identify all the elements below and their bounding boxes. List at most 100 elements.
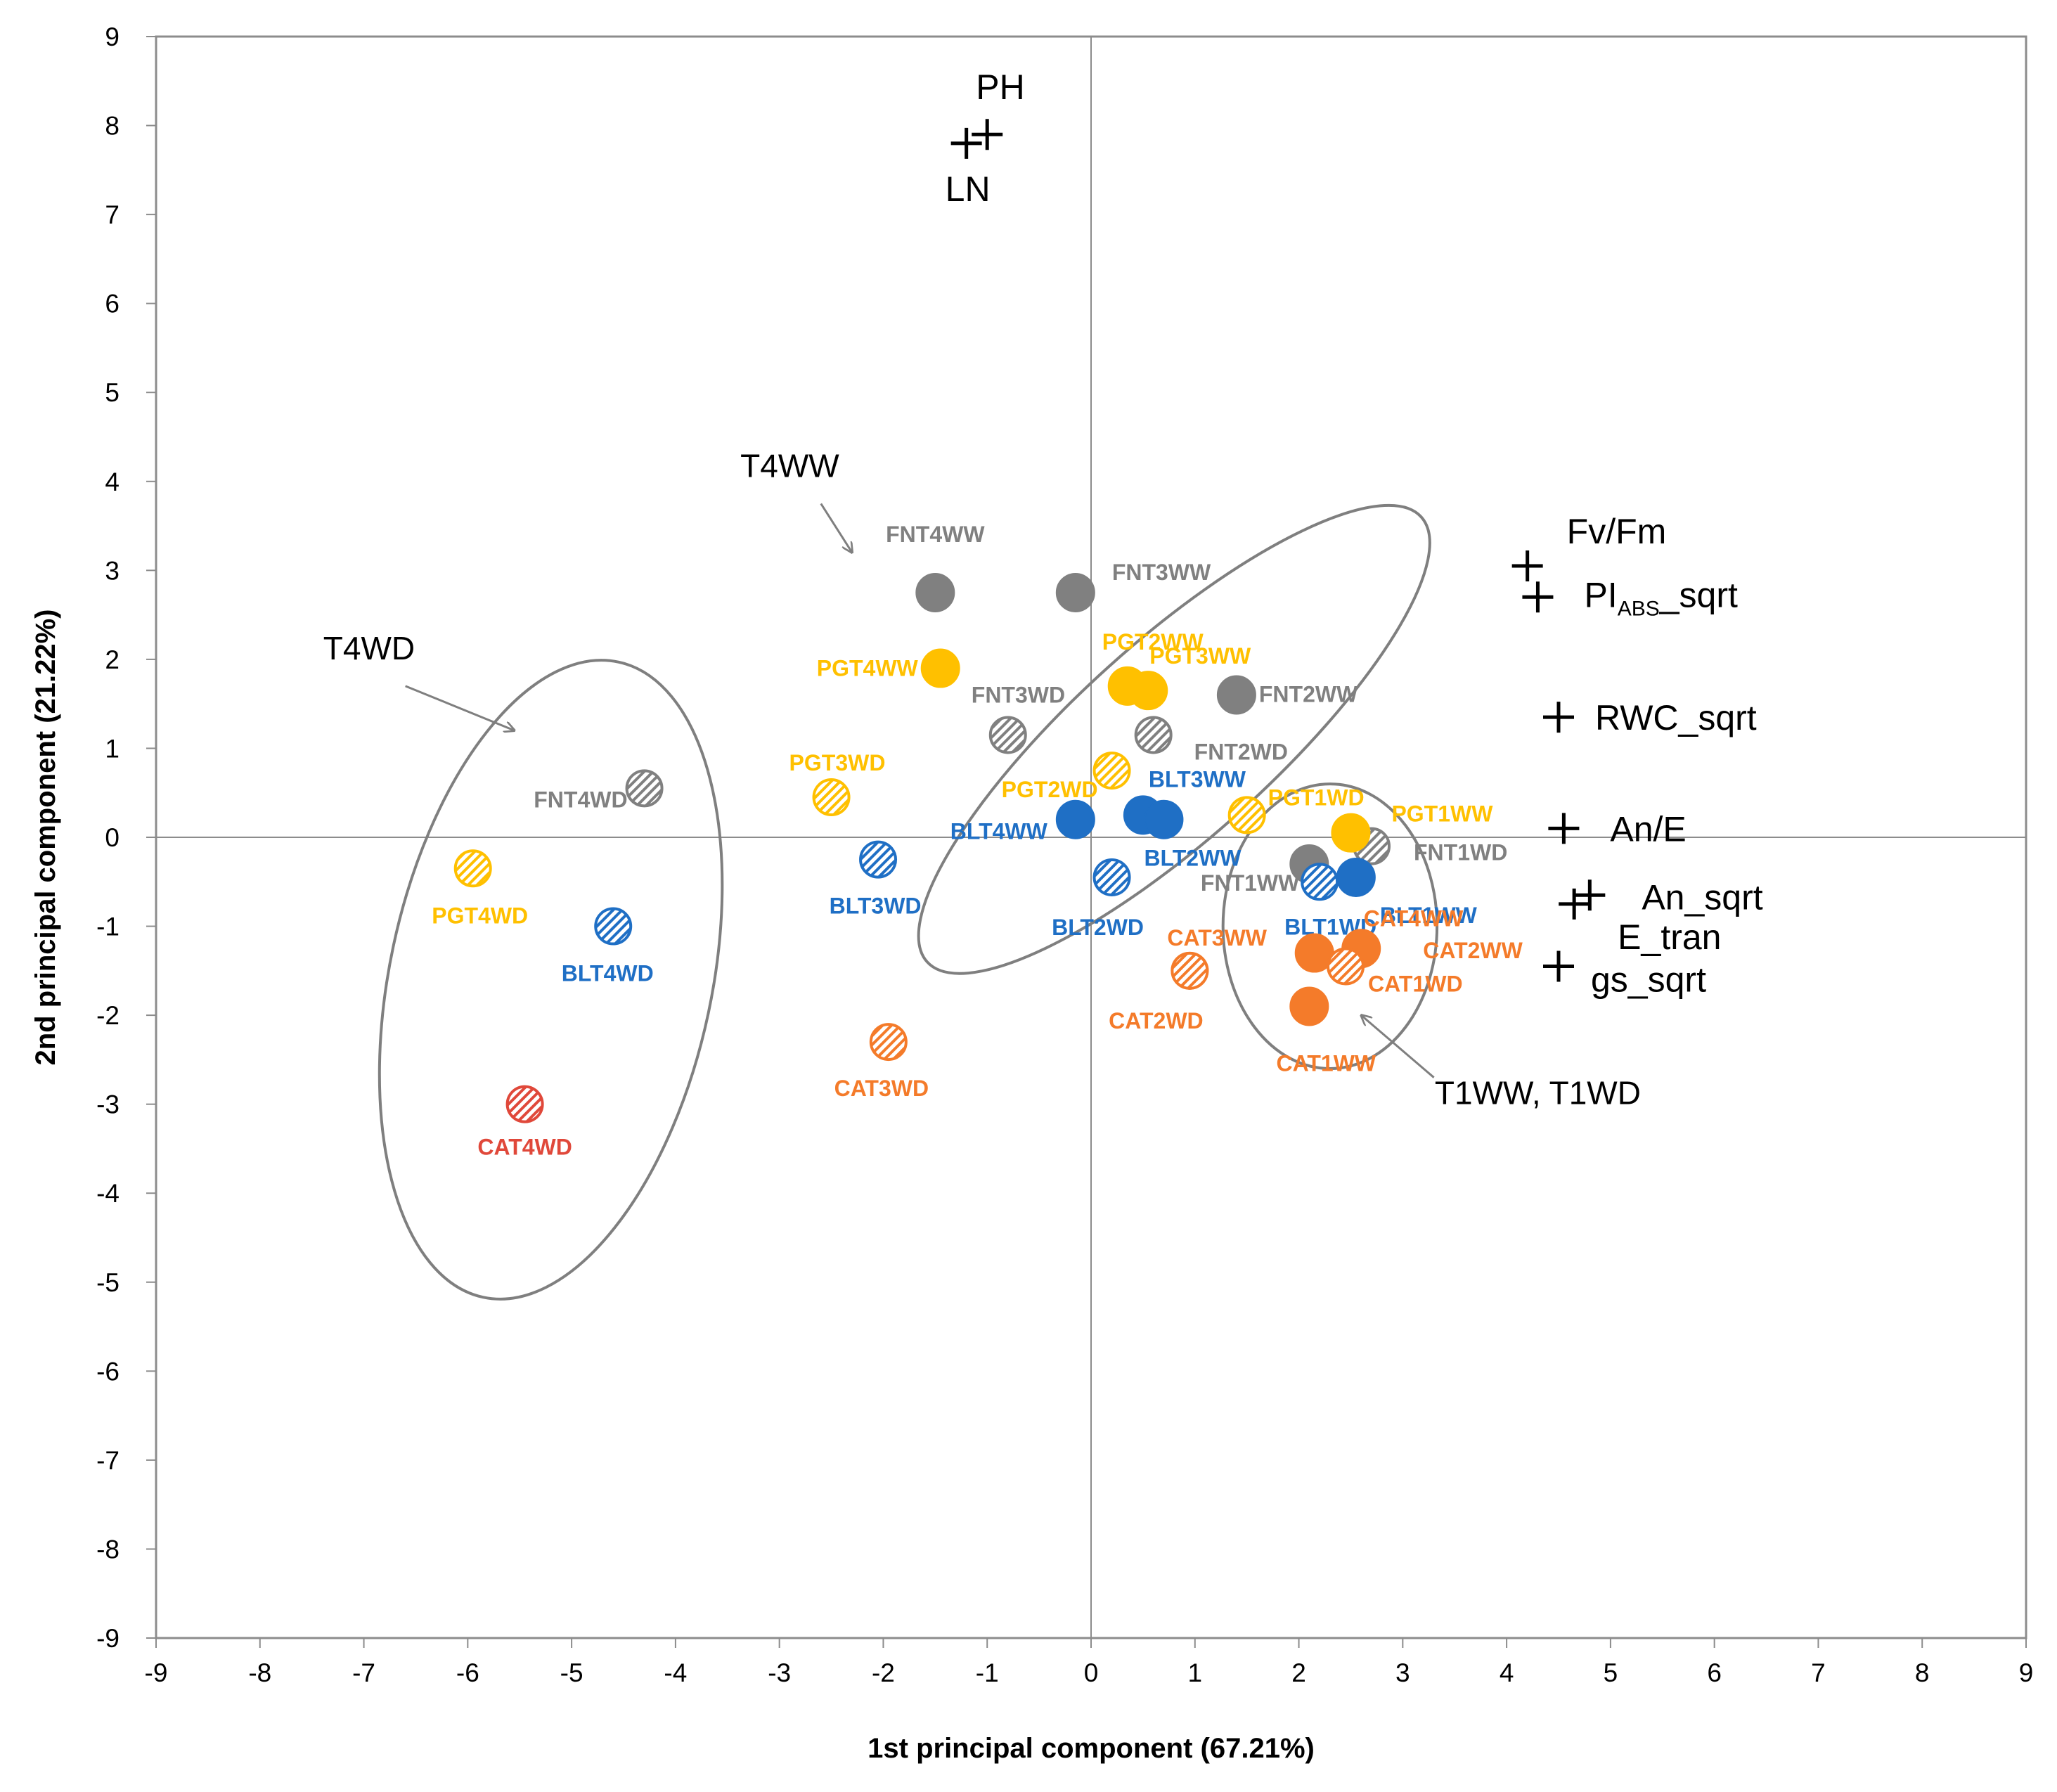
variable-label: LN — [946, 169, 991, 209]
y-tick-label: 1 — [105, 734, 120, 763]
point-label-cat1ww: CAT1WW — [1277, 1050, 1376, 1076]
point-blt3wd — [859, 840, 898, 879]
point-cat3wd — [869, 1023, 908, 1062]
y-tick-label: 9 — [105, 22, 120, 51]
variable-label-tail: _sqrt — [1659, 575, 1738, 614]
x-tick-label: 2 — [1291, 1658, 1306, 1687]
point-label-cat2ww: CAT2WW — [1423, 938, 1523, 963]
x-axis-title: 1st principal component (67.21%) — [868, 1733, 1315, 1764]
point-label-fnt1ww: FNT1WW — [1201, 870, 1300, 896]
point-pgt4ww — [920, 648, 960, 688]
variable-label: E_tran — [1618, 917, 1721, 957]
point-label-pgt3ww: PGT3WW — [1149, 643, 1251, 669]
point-label-cat4wd: CAT4WD — [477, 1135, 572, 1160]
y-axis-ticks: 9 8 7 6 5 4 3 2 1 0 -1 -2 -3 -4 -5 -6 -7 -8 -9 — [96, 22, 156, 1653]
variable-label: gs_sqrt — [1591, 960, 1706, 1000]
variable-label-subscript: ABS — [1618, 597, 1660, 620]
y-tick-label: 5 — [105, 378, 120, 407]
zero-lines — [156, 37, 2026, 1638]
y-tick-label: 3 — [105, 556, 120, 585]
point-label-cat3ww: CAT3WW — [1167, 925, 1267, 950]
point-label-pgt3wd: PGT3WD — [789, 750, 886, 775]
x-tick-label: 9 — [2019, 1658, 2034, 1687]
point-blt4ww — [1055, 799, 1095, 839]
group-label: T4WD — [323, 630, 415, 666]
x-tick-label: -6 — [456, 1658, 479, 1687]
y-tick-label: 8 — [105, 112, 120, 141]
point-label-fnt2ww: FNT2WW — [1259, 682, 1358, 707]
group-arrow — [820, 503, 852, 553]
point-label-blt2ww: BLT2WW — [1144, 846, 1242, 871]
x-tick-label: 0 — [1084, 1658, 1099, 1687]
group-arrow — [405, 685, 515, 730]
point-label-pgt1ww: PGT1WW — [1391, 801, 1493, 827]
point-blt2wd — [1092, 858, 1131, 896]
group-ellipse — [378, 659, 724, 1301]
point-label-cat2wd: CAT2WD — [1109, 1008, 1204, 1033]
x-axis-ticks: -9 -8 -7 -6 -5 -4 -3 -2 -1 0 1 2 3 4 5 6 7 8 9 — [145, 1638, 2034, 1687]
point-fnt2wd — [1134, 716, 1173, 754]
group-arrow — [1361, 1015, 1435, 1078]
x-tick-label: -2 — [872, 1658, 895, 1687]
y-tick-label: -5 — [96, 1268, 120, 1297]
point-label-pgt4wd: PGT4WD — [432, 903, 528, 928]
group-label: T1WW, T1WD — [1435, 1075, 1641, 1111]
point-label-blt4ww: BLT4WW — [950, 819, 1048, 844]
y-tick-label: 0 — [105, 823, 120, 852]
point-pgt2wd — [1092, 752, 1131, 790]
point-label-pgt1wd: PGT1WD — [1268, 785, 1365, 810]
y-tick-label: 6 — [105, 290, 120, 318]
point-fnt3ww — [1055, 572, 1095, 612]
point-label-fnt3wd: FNT3WD — [972, 682, 1065, 707]
y-tick-label: -4 — [96, 1179, 120, 1208]
variable-label-main: PI — [1584, 575, 1617, 614]
group-ellipse — [1221, 782, 1439, 1071]
x-tick-label: -5 — [560, 1658, 583, 1687]
variable-label: An/E — [1610, 809, 1686, 849]
x-tick-label: 4 — [1500, 1658, 1514, 1687]
point-pgt3wd — [812, 778, 851, 817]
variable-markers: PH LN Fv/Fm PIABS_sqrt RWC_sqrt An/E An_sqrtE_… — [946, 67, 1763, 999]
x-tick-label: -7 — [352, 1658, 375, 1687]
y-tick-label: -9 — [96, 1624, 120, 1653]
y-tick-label: -8 — [96, 1535, 120, 1564]
variable-label: PH — [976, 67, 1024, 107]
x-tick-label: 3 — [1395, 1658, 1410, 1687]
point-pgt3ww — [1128, 671, 1168, 711]
point-label-fnt4wd: FNT4WD — [534, 787, 627, 812]
point-cat1ww — [1289, 986, 1329, 1026]
point-label-pgt2wd: PGT2WD — [1002, 777, 1098, 802]
point-label-fnt4ww: FNT4WW — [886, 522, 985, 547]
point-pgt4wd — [453, 849, 492, 888]
y-tick-label: -1 — [96, 913, 120, 941]
y-tick-label: -2 — [96, 1001, 120, 1030]
point-fnt2ww — [1216, 675, 1256, 715]
point-blt1ww — [1336, 857, 1376, 897]
x-tick-label: -1 — [976, 1658, 999, 1687]
observation-points: FNT4WW FNT3WW FNT2WW FNT1WW FNT3WD FNT2WD FNT1… — [432, 522, 1523, 1160]
point-label-cat3wd: CAT3WD — [834, 1076, 929, 1101]
x-tick-label: 1 — [1187, 1658, 1202, 1687]
group-labels: T4WW T4WD T1WW, T1WD — [323, 447, 1641, 1111]
x-tick-label: -4 — [664, 1658, 687, 1687]
x-tick-label: 5 — [1604, 1658, 1618, 1687]
point-blt2ww — [1144, 799, 1184, 839]
group-ellipses — [378, 503, 1439, 1301]
point-cat1wd — [1327, 947, 1365, 986]
variable-label: RWC_sqrt — [1595, 698, 1757, 737]
point-fnt4wd — [625, 769, 664, 808]
point-fnt3wd — [988, 716, 1027, 754]
point-label-fnt3ww: FNT3WW — [1112, 560, 1211, 585]
x-tick-label: 6 — [1707, 1658, 1722, 1687]
group-label: T4WW — [740, 447, 839, 484]
point-label-blt1ww: BLT1WW — [1380, 903, 1478, 928]
variable-label: PIABS_sqrt — [1584, 575, 1738, 620]
x-tick-label: 7 — [1811, 1658, 1826, 1687]
point-label-blt4wd: BLT4WD — [562, 961, 654, 986]
point-label-blt2wd: BLT2WD — [1052, 915, 1144, 940]
y-tick-label: -6 — [96, 1357, 120, 1386]
y-tick-label: 4 — [105, 468, 120, 496]
point-cat2wd — [1171, 951, 1209, 990]
y-tick-label: 7 — [105, 200, 120, 229]
